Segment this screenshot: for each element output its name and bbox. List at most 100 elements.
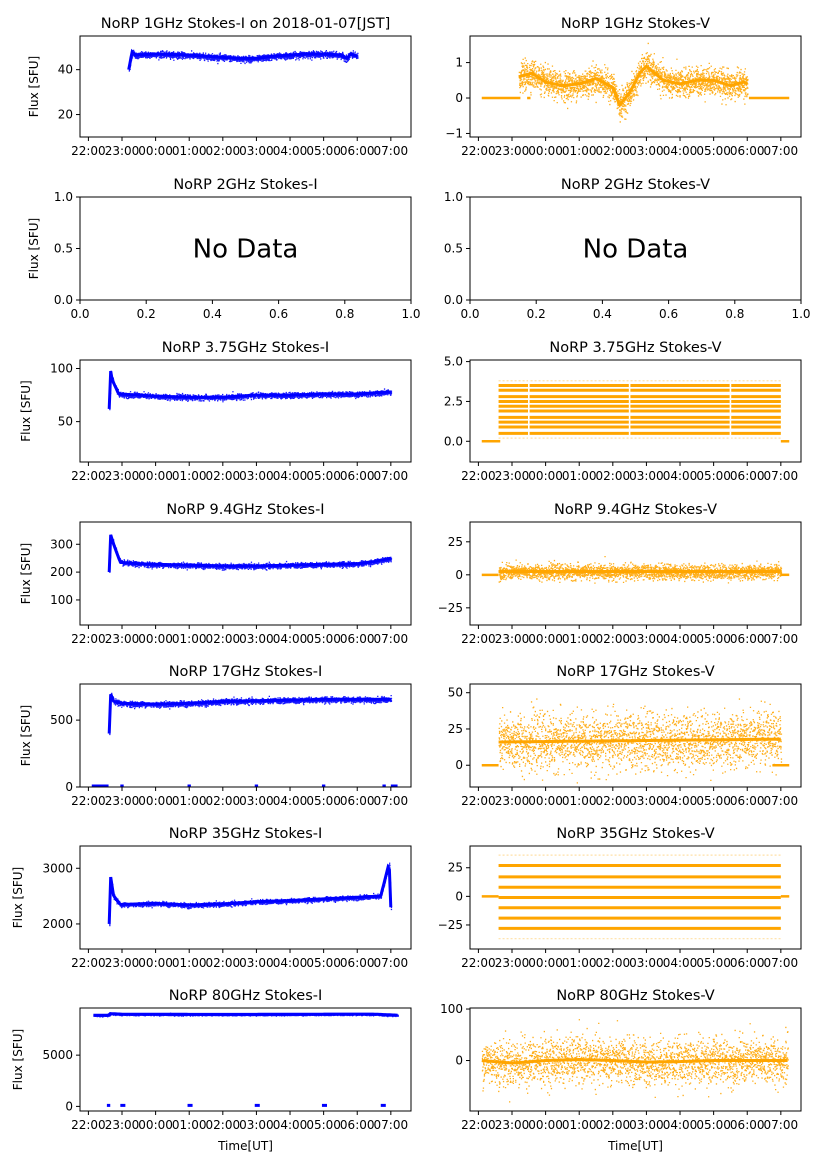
series-stokes-i: [127, 48, 359, 72]
axes-frame: [79, 683, 412, 788]
subplot-title: NoRP 80GHz Stokes-V: [556, 988, 714, 1004]
y-axis-label: Flux [SFU]: [19, 705, 33, 766]
subplot-80ghz-i: 0 5000 22:00 23:00 00:00 01:00 02:00 03:00 04:00…: [11, 988, 412, 1153]
y-tick-label: 100: [50, 593, 73, 607]
x-tick-label: 06:00: [730, 794, 765, 808]
x-tick-label: 23:00: [105, 956, 140, 970]
data-gap: [729, 360, 732, 462]
y-tick-label: 0.0: [54, 293, 73, 307]
series-stokes-v: [498, 854, 781, 940]
data-trend: [107, 863, 393, 924]
x-tick-label: 03:00: [239, 794, 274, 808]
y-axis-label: Flux [SFU]: [27, 218, 41, 279]
y-tick-label: 25: [448, 861, 463, 875]
axes-frame: [79, 359, 412, 463]
y-tick-label: 0: [455, 91, 463, 105]
axes-frame: [469, 359, 802, 463]
x-tick-label: 07:00: [374, 794, 409, 808]
y-axis-label: Flux [SFU]: [27, 56, 41, 117]
subplot-title: NoRP 3.75GHz Stokes-V: [549, 340, 721, 356]
x-tick-label: 22:00: [461, 632, 496, 646]
subplot-375ghz-i: 50 100 22:00 23:00 00:00 01:00 02:00 03:00 04:00…: [19, 340, 412, 483]
y-tick-label: 0.0: [444, 434, 463, 448]
y-tick-label: 0: [455, 1054, 463, 1068]
x-tick-label: 04:00: [663, 1118, 698, 1132]
x-tick-label: 06:00: [340, 469, 375, 483]
x-tick-label: 05:00: [306, 956, 341, 970]
x-tick-label: 07:00: [764, 956, 799, 970]
x-tick-label: 03:00: [239, 956, 274, 970]
subplot-title: NoRP 2GHz Stokes-I: [173, 177, 317, 193]
x-tick-label: 03:00: [239, 1118, 274, 1132]
y-tick-label: 0: [455, 568, 463, 582]
y-tick-label: 50: [448, 686, 463, 700]
x-tick-label: 03:00: [629, 956, 664, 970]
y-tick-label: −1: [445, 126, 463, 140]
x-tick-label: 06:00: [730, 1118, 765, 1132]
x-tick-label: 22:00: [71, 794, 106, 808]
x-tick-label: 00:00: [138, 632, 173, 646]
data-trend: [127, 48, 358, 70]
series-stokes-i: [107, 862, 393, 927]
axes-frame: [469, 1007, 802, 1112]
plot-area: [91, 692, 398, 787]
x-tick-label: 02:00: [596, 144, 631, 158]
x-tick-label: 1.0: [401, 307, 420, 321]
y-tick-label: 1.0: [54, 190, 73, 204]
x-tick-label: 01:00: [172, 956, 207, 970]
data-points: [109, 370, 393, 411]
x-tick-label: 23:00: [495, 144, 530, 158]
x-tick-label: 06:00: [340, 144, 375, 158]
subplot-title: NoRP 17GHz Stokes-I: [169, 664, 323, 680]
y-tick-label: 300: [50, 537, 73, 551]
x-tick-label: 05:00: [306, 469, 341, 483]
series-stokes-i: [93, 1012, 399, 1018]
x-tick-label: 07:00: [374, 632, 409, 646]
x-tick-label: 07:00: [764, 632, 799, 646]
y-axis-label: Flux [SFU]: [19, 543, 33, 604]
x-tick-label: 04:00: [663, 144, 698, 158]
x-tick-label: 06:00: [340, 632, 375, 646]
y-tick-label: 0: [455, 758, 463, 772]
x-tick-label: 02:00: [206, 632, 241, 646]
x-tick-label: 02:00: [206, 144, 241, 158]
x-tick-label: 22:00: [71, 632, 106, 646]
y-tick-label: 0.5: [54, 242, 73, 256]
subplot-title: NoRP 9.4GHz Stokes-I: [166, 502, 324, 518]
x-tick-label: 01:00: [172, 632, 207, 646]
x-tick-label: 23:00: [105, 1118, 140, 1132]
x-tick-label: 23:00: [105, 794, 140, 808]
x-tick-label: 06:00: [340, 956, 375, 970]
series-stokes-v: [481, 1019, 789, 1103]
x-tick-label: 01:00: [562, 144, 597, 158]
subplot-title: NoRP 1GHz Stokes-V: [561, 16, 710, 32]
data-trend: [498, 737, 781, 744]
plot-area: [107, 534, 393, 573]
x-tick-label: 06:00: [340, 1118, 375, 1132]
series-stokes-i: [107, 692, 393, 736]
x-tick-label: 06:00: [730, 632, 765, 646]
y-tick-label: 1: [455, 56, 463, 70]
x-tick-label: 05:00: [306, 632, 341, 646]
x-tick-label: 00:00: [138, 469, 173, 483]
data-points: [498, 556, 783, 584]
subplot-35ghz-i: 2000 3000 22:00 23:00 00:00 01:00 02:00 03:00 04…: [11, 826, 412, 970]
x-tick-label: 02:00: [596, 956, 631, 970]
x-tick-label: 1.0: [791, 307, 810, 321]
plot-area: [481, 684, 790, 784]
series-stokes-v: [518, 42, 749, 123]
x-tick-label: 04:00: [663, 956, 698, 970]
x-tick-label: 04:00: [663, 794, 698, 808]
series-stokes-v: [498, 556, 783, 584]
x-tick-label: 23:00: [495, 1118, 530, 1132]
subplot-title: NoRP 35GHz Stokes-I: [169, 826, 323, 842]
data-trend: [107, 370, 391, 409]
no-data-label: No Data: [193, 235, 299, 265]
x-tick-label: 07:00: [374, 956, 409, 970]
x-tick-label: 05:00: [696, 794, 731, 808]
x-tick-label: 02:00: [596, 469, 631, 483]
